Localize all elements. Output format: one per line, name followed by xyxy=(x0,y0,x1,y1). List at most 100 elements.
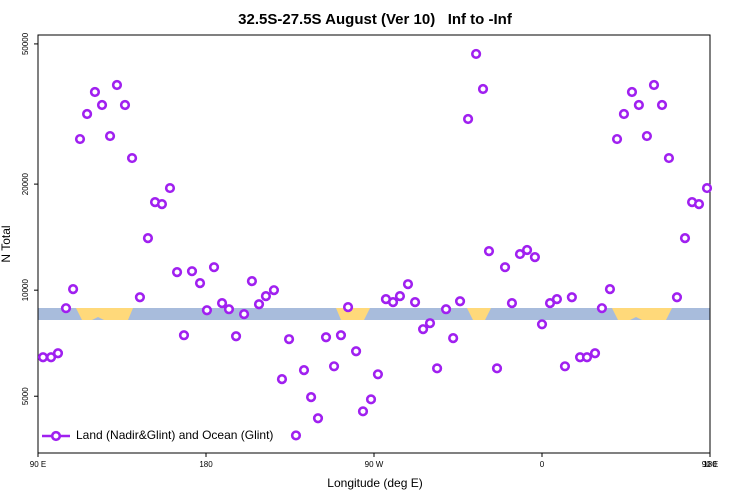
point xyxy=(253,299,265,310)
point xyxy=(312,413,324,424)
point xyxy=(342,302,354,313)
point xyxy=(417,324,429,335)
point xyxy=(171,267,183,278)
point xyxy=(298,365,310,376)
point xyxy=(104,130,116,142)
point xyxy=(471,48,482,60)
ocean-inset xyxy=(92,317,104,320)
point xyxy=(679,233,691,244)
point xyxy=(186,266,198,277)
point xyxy=(60,303,72,314)
point xyxy=(96,99,108,111)
x-axis-label: Longitude (deg E) xyxy=(327,476,422,490)
point xyxy=(641,130,653,142)
point xyxy=(589,348,601,359)
point xyxy=(648,79,660,91)
point xyxy=(283,334,295,345)
point xyxy=(656,99,668,111)
point xyxy=(305,392,317,403)
point xyxy=(350,346,362,357)
y-tick-label: 50000 xyxy=(21,32,30,55)
point xyxy=(372,369,384,380)
point xyxy=(626,86,638,98)
legend-label: Land (Nadir&Glint) and Ocean (Glint) xyxy=(76,428,273,442)
point xyxy=(559,361,571,372)
point xyxy=(462,113,474,125)
point xyxy=(119,99,131,111)
point xyxy=(74,133,86,145)
point xyxy=(611,133,623,145)
point xyxy=(440,304,452,315)
point xyxy=(178,330,190,341)
point xyxy=(604,284,616,295)
point xyxy=(387,296,399,308)
point xyxy=(394,290,406,302)
x-tick-label: 0 xyxy=(540,460,545,469)
point xyxy=(208,262,220,273)
x-tick-label: 90 E xyxy=(30,460,46,469)
point xyxy=(514,248,526,260)
point xyxy=(499,262,511,273)
point xyxy=(194,278,206,289)
point xyxy=(142,233,154,244)
land-segment xyxy=(76,308,133,320)
point xyxy=(246,276,258,287)
ocean-band xyxy=(38,308,710,320)
point xyxy=(134,292,146,303)
point xyxy=(491,363,503,374)
point xyxy=(335,330,347,341)
point xyxy=(448,333,459,344)
point xyxy=(89,86,101,98)
point xyxy=(201,305,213,316)
land-segment xyxy=(467,308,491,320)
point xyxy=(521,244,533,256)
legend-marker xyxy=(50,430,62,442)
point xyxy=(618,108,630,120)
point xyxy=(268,285,280,296)
point xyxy=(529,252,541,263)
land-segment xyxy=(336,308,370,320)
point xyxy=(260,290,272,302)
y-tick-label: 10000 xyxy=(21,278,30,301)
point xyxy=(424,318,436,329)
point xyxy=(357,406,369,417)
point xyxy=(663,152,675,164)
x-tick-label: 180 xyxy=(703,460,717,469)
point xyxy=(276,374,288,385)
point xyxy=(216,297,228,309)
point xyxy=(156,199,168,210)
point xyxy=(223,304,235,315)
point xyxy=(566,292,577,303)
point xyxy=(701,182,713,194)
point xyxy=(596,303,608,314)
point xyxy=(409,296,421,308)
surface-band xyxy=(38,308,710,320)
point xyxy=(111,79,123,91)
point xyxy=(483,245,495,257)
point xyxy=(402,279,414,290)
point xyxy=(551,294,563,305)
point xyxy=(37,352,49,363)
point xyxy=(693,199,705,210)
point xyxy=(328,361,340,372)
y-tick-label: 20000 xyxy=(21,172,30,195)
point xyxy=(230,331,242,342)
point xyxy=(126,152,138,164)
point xyxy=(671,292,683,303)
point xyxy=(431,363,443,374)
point xyxy=(536,319,548,330)
land-segment xyxy=(612,308,672,320)
x-tick-label: 90 W xyxy=(365,460,384,469)
point xyxy=(67,284,79,295)
y-axis-label: N Total xyxy=(0,225,13,262)
point xyxy=(290,430,302,441)
x-tick-label: 180 xyxy=(199,460,213,469)
point xyxy=(238,309,250,320)
point xyxy=(365,394,377,405)
point xyxy=(52,348,64,359)
point xyxy=(477,83,489,95)
point xyxy=(164,182,176,194)
point xyxy=(454,296,466,307)
chart-title: 32.5S-27.5S August (Ver 10) Inf to -Inf xyxy=(238,11,513,28)
